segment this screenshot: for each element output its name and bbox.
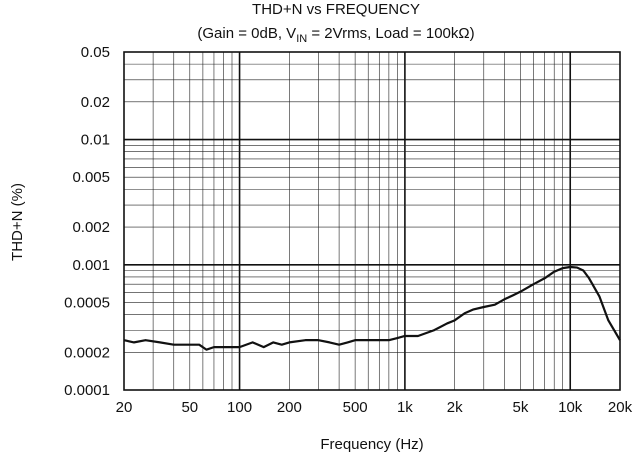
- x-tick-label: 200: [277, 399, 302, 416]
- y-tick-label: 0.02: [81, 94, 110, 111]
- x-axis-label: Frequency (Hz): [320, 436, 423, 453]
- y-tick-label: 0.005: [72, 169, 110, 186]
- series-line-0: [123, 265, 621, 351]
- y-tick-label: 0.01: [81, 132, 110, 149]
- x-tick-label: 20k: [608, 399, 633, 416]
- chart-title: THD+N vs FREQUENCY: [252, 1, 420, 18]
- x-tick-label: 500: [343, 399, 368, 416]
- x-tick-label: 5k: [513, 399, 529, 416]
- grid-lines: [124, 52, 620, 390]
- x-tick-labels: 20 50 100 200 500 1k 2k 5k 10k 20k: [116, 399, 633, 416]
- y-tick-label: 0.001: [72, 257, 110, 274]
- chart-subtitle-subscript: IN: [296, 33, 307, 45]
- x-tick-label: 2k: [447, 399, 463, 416]
- y-axis-label: THD+N (%): [9, 183, 26, 261]
- y-tick-label: 0.0005: [64, 294, 110, 311]
- y-tick-labels: 0.05 0.02 0.01 0.005 0.002 0.001 0.0005 0.0002 0…: [64, 44, 110, 399]
- y-tick-label: 0.0002: [64, 344, 110, 361]
- chart-subtitle-part-2: = 2Vrms, Load = 100kΩ): [307, 25, 474, 42]
- x-tick-label: 20: [116, 399, 133, 416]
- chart-subtitle-part-1: (Gain = 0dB, V: [197, 25, 296, 42]
- plot-series: [123, 265, 621, 351]
- y-tick-label: 0.002: [72, 219, 110, 236]
- x-tick-label: 10k: [558, 399, 583, 416]
- y-tick-label: 0.0001: [64, 382, 110, 399]
- x-tick-label: 100: [227, 399, 252, 416]
- chart-subtitle: (Gain = 0dB, VIN = 2Vrms, Load = 100kΩ): [197, 25, 474, 45]
- x-tick-label: 1k: [397, 399, 413, 416]
- plot-frame: [123, 51, 621, 391]
- y-tick-label: 0.05: [81, 44, 110, 61]
- x-tick-label: 50: [181, 399, 198, 416]
